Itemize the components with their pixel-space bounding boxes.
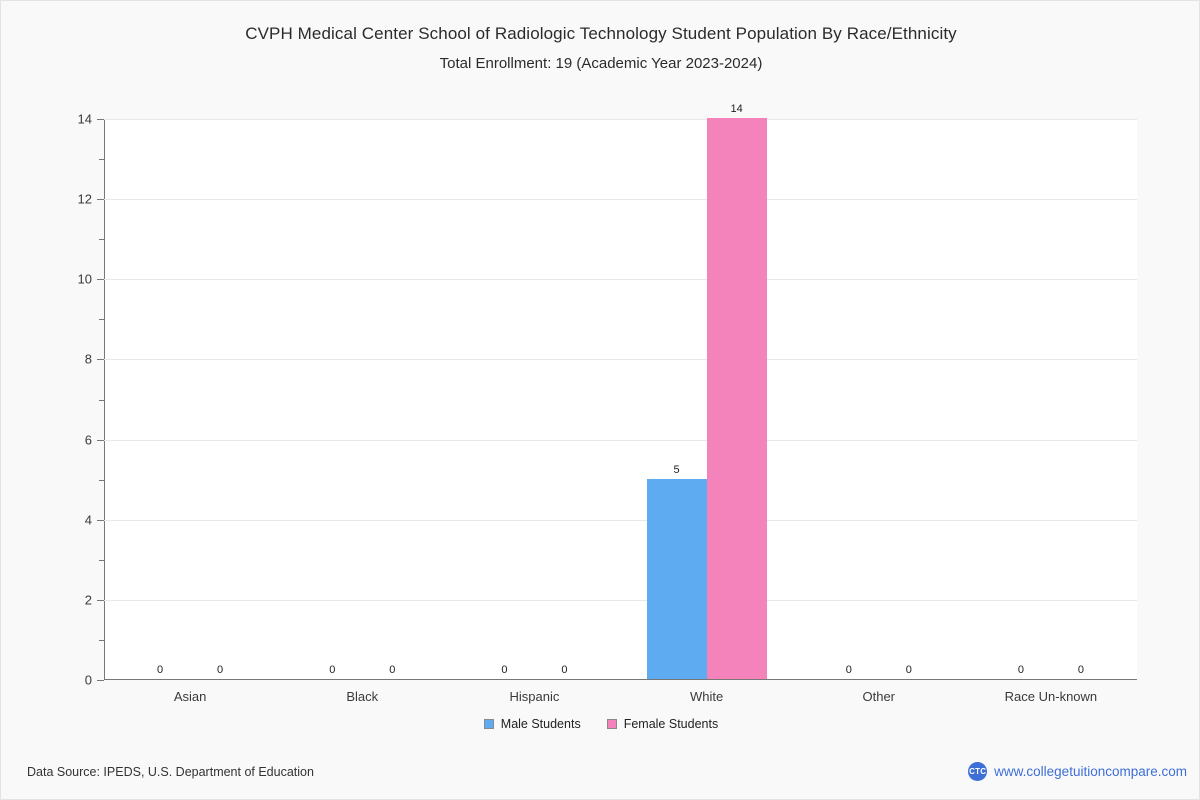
brand-footer[interactable]: CTC www.collegetuitioncompare.com bbox=[968, 762, 1187, 781]
y-axis-minor-tick bbox=[99, 479, 104, 481]
y-axis-minor-tick bbox=[99, 639, 104, 641]
bar-value-label: 0 bbox=[217, 664, 224, 676]
y-axis-tick bbox=[97, 199, 104, 201]
title-block: CVPH Medical Center School of Radiologic… bbox=[1, 23, 1200, 75]
bar-value-label: 0 bbox=[157, 664, 164, 676]
y-axis-tick-label: 6 bbox=[84, 432, 92, 448]
data-source-text: Data Source: IPEDS, U.S. Department of E… bbox=[27, 765, 314, 779]
brand-url-link[interactable]: www.collegetuitioncompare.com bbox=[994, 764, 1187, 779]
x-axis-label-other: Other bbox=[862, 689, 896, 704]
gridline bbox=[104, 199, 1137, 201]
y-axis-tick bbox=[97, 680, 104, 681]
bar-value-label: 0 bbox=[561, 664, 568, 676]
plot-wrapper: 0 2 4 6 8 10 12 14 0 0 0 0 0 0 5 14 0 0 0 0 Asian Black Hisp… bbox=[78, 103, 1137, 704]
y-axis-tick bbox=[97, 599, 104, 601]
gridline bbox=[104, 359, 1137, 361]
bar-value-label: 0 bbox=[905, 664, 912, 676]
y-axis-minor-tick bbox=[99, 319, 104, 321]
x-axis-label-race-un-known: Race Un-known bbox=[1004, 689, 1098, 704]
legend-swatch-icon bbox=[483, 719, 494, 729]
y-axis-tick-label: 2 bbox=[84, 592, 92, 608]
y-axis-minor-tick bbox=[99, 399, 104, 401]
bar-male-students-white[interactable] bbox=[646, 478, 707, 679]
gridline bbox=[104, 599, 1137, 601]
bar-value-label: 5 bbox=[673, 463, 680, 476]
bar-value-label: 0 bbox=[329, 664, 336, 676]
gridline bbox=[104, 439, 1137, 441]
y-axis-tick bbox=[97, 119, 104, 120]
bar-female-students-white[interactable] bbox=[706, 118, 767, 679]
bar-value-label: 0 bbox=[389, 664, 396, 676]
legend-swatch-icon bbox=[606, 719, 617, 729]
y-axis-tick bbox=[97, 279, 104, 281]
y-axis-minor-tick bbox=[99, 159, 104, 161]
y-axis-tick-label: 4 bbox=[84, 512, 92, 528]
page-title: CVPH Medical Center School of Radiologic… bbox=[245, 24, 957, 43]
gridline bbox=[104, 279, 1137, 281]
bar-value-label: 0 bbox=[845, 664, 852, 676]
x-axis-label-asian: Asian bbox=[173, 689, 207, 704]
bar-value-label: 0 bbox=[1077, 664, 1084, 676]
y-axis-tick-label: 8 bbox=[84, 351, 92, 367]
y-axis-minor-tick bbox=[99, 239, 104, 241]
ctc-logo-icon: CTC bbox=[968, 762, 988, 781]
x-axis-label-white: White bbox=[689, 689, 724, 704]
bar-value-label: 14 bbox=[730, 103, 743, 115]
plot-area bbox=[104, 119, 1137, 680]
y-axis-minor-tick bbox=[99, 559, 104, 561]
x-axis-label-black: Black bbox=[346, 689, 379, 704]
y-axis-tick-label: 0 bbox=[84, 672, 92, 688]
legend-item-female-students[interactable]: Female Students bbox=[606, 717, 719, 731]
x-axis-label-hispanic: Hispanic bbox=[509, 689, 560, 704]
bar-value-label: 0 bbox=[501, 664, 508, 676]
y-axis-tick bbox=[97, 519, 104, 521]
y-axis-tick bbox=[97, 359, 104, 361]
chart-legend: Male Students Female Students bbox=[1, 717, 1200, 731]
legend-label: Female Students bbox=[623, 717, 719, 731]
y-axis-tick-label: 10 bbox=[77, 271, 92, 287]
legend-item-male-students[interactable]: Male Students bbox=[483, 717, 581, 731]
gridline bbox=[104, 519, 1137, 521]
y-axis-tick-label: 12 bbox=[77, 191, 92, 207]
bar-value-label: 0 bbox=[1017, 664, 1024, 676]
y-axis-tick-label: 14 bbox=[77, 111, 92, 127]
gridline bbox=[104, 119, 1137, 120]
chart-subtitle: Total Enrollment: 19 (Academic Year 2023… bbox=[439, 55, 763, 72]
legend-label: Male Students bbox=[500, 717, 581, 731]
y-axis-tick bbox=[97, 439, 104, 441]
